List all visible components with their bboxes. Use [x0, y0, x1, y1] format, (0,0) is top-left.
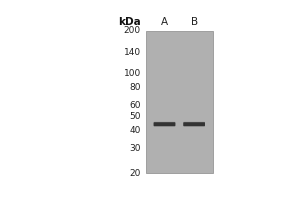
- Text: 60: 60: [130, 101, 141, 110]
- Bar: [146, 31, 213, 173]
- Text: B: B: [190, 17, 198, 27]
- Text: kDa: kDa: [118, 17, 141, 27]
- FancyBboxPatch shape: [154, 122, 175, 126]
- FancyBboxPatch shape: [154, 122, 175, 126]
- FancyBboxPatch shape: [183, 123, 205, 127]
- Text: A: A: [161, 17, 168, 27]
- Text: 50: 50: [130, 112, 141, 121]
- Text: 200: 200: [124, 26, 141, 35]
- Text: 30: 30: [130, 144, 141, 153]
- Text: 100: 100: [124, 69, 141, 78]
- FancyBboxPatch shape: [183, 122, 205, 126]
- Text: 80: 80: [130, 83, 141, 92]
- Text: 20: 20: [130, 169, 141, 178]
- FancyBboxPatch shape: [154, 123, 175, 127]
- Text: 140: 140: [124, 48, 141, 57]
- FancyBboxPatch shape: [183, 122, 205, 126]
- Text: 40: 40: [130, 126, 141, 135]
